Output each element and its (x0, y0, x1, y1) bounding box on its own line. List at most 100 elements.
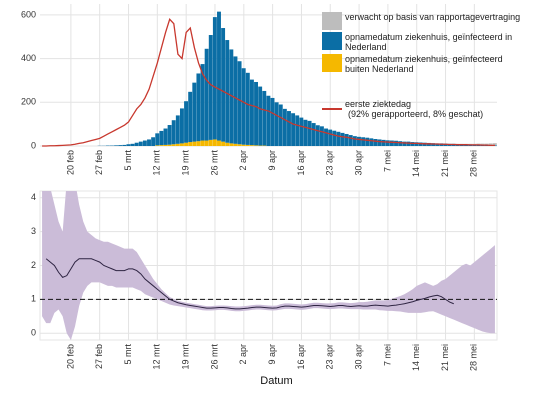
bar (291, 113, 296, 146)
legend-swatch (322, 12, 342, 30)
bar (233, 143, 238, 146)
bar (217, 11, 221, 141)
y-tick-label: 1 (31, 294, 36, 304)
y-tick-label: 200 (21, 97, 36, 107)
x-tick-label: 21 mei (440, 344, 450, 371)
bar (184, 142, 189, 146)
legend-label: opnamedatum ziekenhuis, geïnfecteerd in … (345, 32, 513, 52)
bar (406, 141, 411, 146)
bar (328, 129, 333, 146)
bar (278, 104, 283, 146)
bar (258, 86, 263, 146)
bar (344, 133, 349, 146)
bar (122, 144, 127, 146)
bar (484, 143, 489, 145)
bar (480, 143, 485, 145)
bar (357, 136, 361, 146)
bar (295, 115, 300, 146)
legend: verwacht op basis van rapportagevertragi… (322, 12, 539, 137)
bar (221, 28, 226, 142)
bar (151, 137, 156, 146)
bar (175, 143, 180, 146)
bar (208, 139, 213, 146)
legend-label: opnamedatum ziekenhuis, geïnfecteerd bui… (345, 54, 503, 74)
legend-swatch (322, 54, 342, 72)
bar (245, 144, 250, 146)
bar (352, 136, 357, 146)
bar (435, 143, 440, 146)
bar (241, 68, 246, 145)
legend-text: eerste ziektedag (92% gerapporteerd, 8% g… (345, 99, 527, 119)
bar (179, 108, 184, 144)
bar (188, 91, 193, 143)
bar (389, 140, 394, 146)
bar (212, 139, 217, 146)
y-tick-label: 0 (31, 328, 36, 338)
x-tick-label: 19 mrt (181, 150, 191, 176)
x-tick-label: 7 mei (382, 150, 392, 172)
bar (340, 132, 345, 146)
x-tick-label: 20 feb (65, 344, 75, 369)
bar (410, 142, 415, 146)
legend-item: eerste ziektedag (92% gerapporteerd, 8% g… (322, 99, 527, 119)
x-tick-label: 14 mei (411, 344, 421, 371)
x-tick-label: 23 apr (325, 150, 335, 176)
bar (221, 141, 226, 146)
bar (476, 143, 481, 145)
x-tick-label: 26 mrt (209, 150, 219, 176)
line (42, 18, 495, 147)
bar (179, 143, 184, 146)
bar (167, 144, 172, 146)
bar (163, 144, 168, 146)
bar (237, 144, 242, 146)
bar (254, 145, 259, 146)
bar (188, 142, 193, 146)
x-tick-label: 30 apr (353, 344, 363, 370)
bar (377, 139, 382, 146)
bar (138, 141, 143, 146)
bar (369, 138, 374, 146)
x-tick-label: 19 mrt (181, 344, 191, 370)
bar (225, 142, 230, 146)
x-tick-label: 27 feb (94, 150, 104, 175)
bar (394, 140, 398, 146)
lines (40, 191, 497, 340)
x-tick-label: 27 feb (94, 344, 104, 369)
x-tick-label: 16 apr (296, 150, 306, 176)
y-tick-label: 600 (21, 9, 36, 19)
x-tick-label: 12 mrt (152, 150, 162, 176)
x-tick-label: 9 apr (267, 344, 277, 365)
bar (307, 120, 312, 146)
bars (42, 11, 497, 147)
bar (402, 141, 407, 146)
x-tick-label: 2 apr (238, 150, 248, 171)
bar (217, 140, 221, 146)
x-tick-label: 28 mei (469, 344, 479, 371)
x-tick-label: 20 feb (65, 150, 75, 175)
bar (229, 143, 234, 146)
bar (361, 137, 366, 146)
bar (266, 95, 271, 146)
bar (167, 125, 172, 145)
bar (373, 139, 378, 146)
bar (114, 145, 119, 146)
bar (237, 61, 242, 145)
legend-item: opnamedatum ziekenhuis, geïnfecteerd bui… (322, 54, 539, 74)
legend-note: (92% gerapporteerd, 8% geschat) (348, 109, 484, 119)
bar (225, 40, 230, 143)
bar (348, 135, 353, 146)
legend-swatch (322, 32, 342, 50)
bar (414, 142, 419, 146)
bar (427, 142, 431, 146)
bar (303, 119, 308, 146)
bar (319, 126, 324, 146)
bar (130, 143, 135, 146)
x-tick-label: 14 mei (411, 150, 421, 177)
legend-item: verwacht op basis van rapportagevertragi… (322, 12, 539, 30)
bar (155, 133, 160, 146)
x-tick-label: 2 apr (238, 344, 248, 365)
x-tick-label: 23 apr (325, 344, 335, 370)
legend-item: opnamedatum ziekenhuis, geïnfecteerd in … (322, 32, 539, 52)
